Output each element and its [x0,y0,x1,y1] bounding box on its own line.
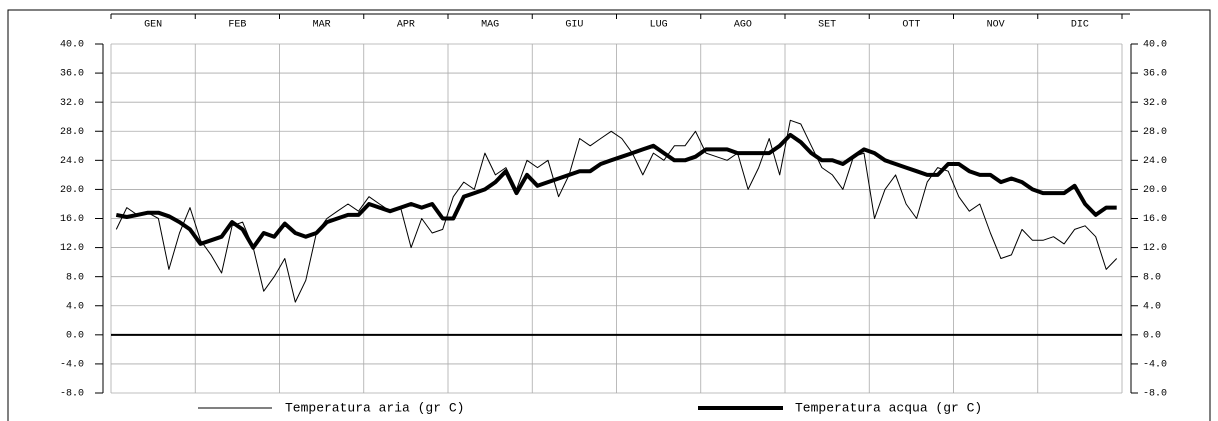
y2-tick-label: 32.0 [1143,98,1167,109]
legend-label: Temperatura aria (gr C) [285,400,464,415]
legend-label: Temperatura acqua (gr C) [795,400,982,415]
y2-tick-label: 20.0 [1143,185,1167,196]
series-line [115,132,1117,250]
y-tick-label: 4.0 [66,301,84,312]
y2-tick-label: 36.0 [1143,69,1167,80]
x-tick-label: LUG [650,20,668,31]
y-tick-label: 16.0 [60,214,84,225]
y-tick-label: -8.0 [60,389,84,400]
y2-tick-label: 28.0 [1143,127,1167,138]
x-tick-label: GIU [565,20,583,31]
frame [7,9,1211,421]
x-tick-label: NOV [987,20,1005,31]
y-tick-label: 24.0 [60,156,84,167]
x-tick-label: OTT [902,20,920,31]
y2-tick-label: 0.0 [1143,330,1161,341]
y-tick-label: 32.0 [60,98,84,109]
y2-tick-label: -8.0 [1143,389,1167,400]
x-tick-label: SET [818,20,836,31]
y-tick-label: 12.0 [60,243,84,254]
x-tick-label: MAG [481,20,499,31]
y-tick-label: 8.0 [66,272,84,283]
x-tick-label: GEN [144,20,162,31]
y2-tick-label: 4.0 [1143,301,1161,312]
y-tick-label: 36.0 [60,69,84,80]
x-tick-label: APR [397,20,415,31]
y2-tick-label: 12.0 [1143,243,1167,254]
y-tick-label: -4.0 [60,360,84,371]
y2-tick-label: 24.0 [1143,156,1167,167]
y2-tick-label: 40.0 [1143,40,1167,51]
x-tick-label: FEB [228,20,246,31]
y-tick-label: 20.0 [60,185,84,196]
y-tick-label: 40.0 [60,40,84,51]
x-tick-label: AGO [734,20,752,31]
x-tick-label: MAR [313,20,331,31]
y2-tick-label: 8.0 [1143,272,1161,283]
y-tick-label: 28.0 [60,127,84,138]
series-line [115,119,1118,303]
y-tick-label: 0.0 [66,330,84,341]
y2-tick-label: 16.0 [1143,214,1167,225]
y2-tick-label: -4.0 [1143,360,1167,371]
x-tick-label: DIC [1071,20,1089,31]
